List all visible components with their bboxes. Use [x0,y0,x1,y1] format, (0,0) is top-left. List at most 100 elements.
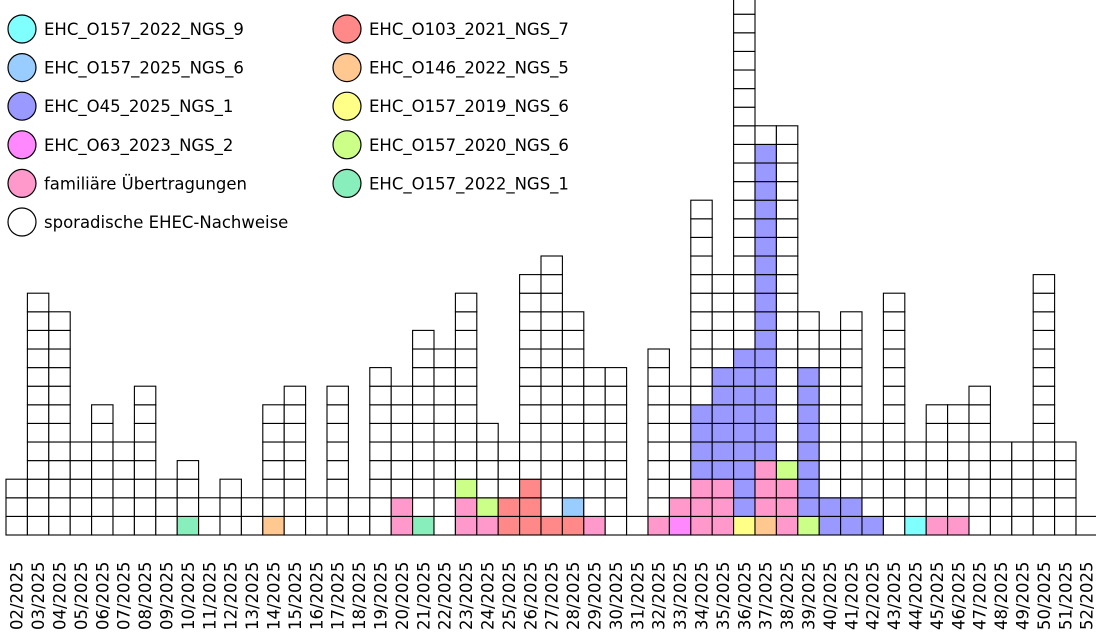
legend-swatch-O103_2021_7 [332,14,362,44]
case-box-sporadic-34-2025 [690,348,713,369]
case-box-sporadic-36-2025 [733,162,756,183]
legend-label-O157_2019_6: EHC_O157_2019_NGS_6 [369,97,569,117]
case-box-sporadic-40-2025 [818,441,842,462]
case-box-sporadic-17-2025 [326,497,349,517]
case-box-sporadic-05-2025 [69,460,93,480]
case-box-O45_2025_1-37-2025 [754,181,777,201]
legend-swatch-O157_2022_1 [332,168,362,198]
legend-label-O103_2021_7: EHC_O103_2021_NGS_7 [369,20,569,40]
case-box-sporadic-03-2025 [26,478,50,499]
case-box-sporadic-36-2025 [733,69,756,90]
case-box-O157_2020_6-23-2025 [454,478,478,499]
tick-label-27-2025: 27/2025 [543,561,562,630]
case-box-sporadic-23-2025 [454,422,478,443]
case-box-sporadic-42-2025 [861,497,884,517]
case-box-sporadic-20-2025 [390,441,414,462]
tick-label-45-2025: 45/2025 [928,561,947,630]
case-box-sporadic-28-2025 [561,478,585,499]
case-box-sporadic-14-2025 [262,460,285,480]
case-box-sporadic-45-2025 [925,478,949,499]
case-box-sporadic-48-2025 [989,515,1013,536]
tick-label-26-2025: 26/2025 [521,561,540,630]
case-box-sporadic-50-2025 [1032,311,1056,331]
case-box-sporadic-05-2025 [69,497,93,517]
case-box-sporadic-38-2025 [775,404,799,424]
case-box-sporadic-04-2025 [48,404,71,424]
case-box-sporadic-04-2025 [48,385,71,406]
case-box-sporadic-21-2025 [412,460,435,480]
case-box-sporadic-41-2025 [840,348,863,369]
case-box-sporadic-02-2025 [5,478,28,499]
case-box-sporadic-17-2025 [326,460,349,480]
case-box-sporadic-08-2025 [133,441,157,462]
case-box-O45_2025_1-36-2025 [733,497,756,517]
tick-label-11-2025: 11/2025 [200,561,219,630]
case-box-sporadic-19-2025 [369,385,392,406]
case-box-sporadic-24-2025 [476,422,499,443]
case-box-sporadic-29-2025 [583,497,606,517]
case-box-O45_2025_1-37-2025 [754,329,777,350]
case-box-sporadic-08-2025 [133,404,157,424]
case-box-sporadic-19-2025 [369,422,392,443]
case-box-sporadic-34-2025 [690,329,713,350]
case-box-O45_2025_1-36-2025 [733,367,756,387]
case-box-sporadic-21-2025 [412,385,435,406]
tick-label-13-2025: 13/2025 [243,561,262,630]
case-box-O103_2021_7-27-2025 [540,515,563,536]
legend-label-O45_2025_1: EHC_O45_2025_NGS_1 [44,97,233,117]
case-box-sporadic-11-2025 [198,497,221,517]
case-box-sporadic-50-2025 [1032,404,1056,424]
case-box-sporadic-23-2025 [454,311,478,331]
case-box-sporadic-50-2025 [1032,515,1056,536]
case-box-sporadic-51-2025 [1054,460,1077,480]
case-box-sporadic-29-2025 [583,404,606,424]
case-box-sporadic-14-2025 [262,422,285,443]
case-box-sporadic-26-2025 [519,348,542,369]
case-box-sporadic-34-2025 [690,367,713,387]
case-box-sporadic-41-2025 [840,441,863,462]
case-box-sporadic-43-2025 [882,515,906,536]
case-box-O157_2022_9-44-2025 [904,515,927,536]
case-box-sporadic-27-2025 [540,348,563,369]
case-box-sporadic-28-2025 [561,441,585,462]
case-box-sporadic-35-2025 [711,329,735,350]
case-box-familiar-35-2025 [711,478,735,499]
case-box-sporadic-27-2025 [540,255,563,276]
case-box-O103_2021_7-26-2025 [519,515,542,536]
case-box-sporadic-42-2025 [861,478,884,499]
case-box-O45_2025_1-39-2025 [797,404,820,424]
case-box-sporadic-33-2025 [668,385,692,406]
case-box-sporadic-47-2025 [968,460,991,480]
case-box-sporadic-36-2025 [733,236,756,257]
case-box-O45_2025_1-36-2025 [733,348,756,369]
case-box-sporadic-34-2025 [690,199,713,220]
case-box-sporadic-17-2025 [326,515,349,536]
case-box-familiar-38-2025 [775,497,799,517]
case-box-O45_2025_1-35-2025 [711,460,735,480]
case-box-familiar-46-2025 [947,515,970,536]
case-box-sporadic-23-2025 [454,460,478,480]
tick-label-33-2025: 33/2025 [671,561,690,630]
case-box-O45_2025_1-37-2025 [754,348,777,369]
case-box-sporadic-43-2025 [882,329,906,350]
legend-label-familiar: familiäre Übertragungen [44,174,247,193]
case-box-sporadic-11-2025 [198,515,221,536]
tick-label-20-2025: 20/2025 [393,561,412,630]
case-box-sporadic-36-2025 [733,32,756,52]
case-box-sporadic-33-2025 [668,404,692,424]
case-box-sporadic-28-2025 [561,329,585,350]
case-box-sporadic-22-2025 [433,422,456,443]
case-box-sporadic-46-2025 [947,422,970,443]
case-box-O45_2025_1-36-2025 [733,422,756,443]
case-box-sporadic-20-2025 [390,404,414,424]
case-box-sporadic-10-2025 [176,478,200,499]
case-box-sporadic-38-2025 [775,236,799,257]
case-box-sporadic-50-2025 [1032,441,1056,462]
case-box-sporadic-36-2025 [733,311,756,331]
case-box-sporadic-50-2025 [1032,422,1056,443]
case-box-sporadic-49-2025 [1011,515,1034,536]
case-box-sporadic-43-2025 [882,497,906,517]
case-box-sporadic-22-2025 [433,385,456,406]
case-box-sporadic-38-2025 [775,274,799,294]
case-box-sporadic-38-2025 [775,367,799,387]
